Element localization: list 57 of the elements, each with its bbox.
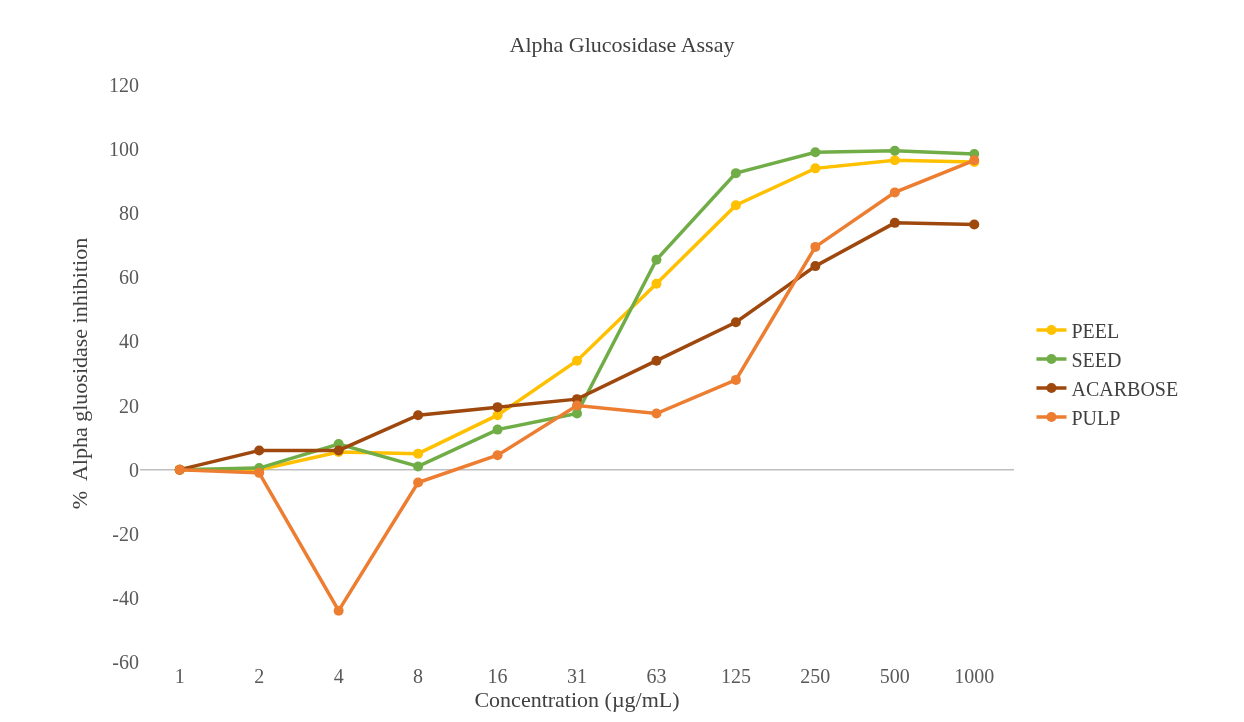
y-axis-title: % Alpha gluosidase inhibition [66, 237, 92, 510]
y-tick-label: 0 [129, 458, 139, 481]
y-tick-label: 40 [119, 330, 139, 353]
x-tick-label: 16 [487, 665, 508, 687]
point [413, 448, 424, 459]
x-tick-label: 500 [879, 665, 910, 687]
point [810, 241, 821, 252]
y-tick-label: -60 [112, 651, 139, 673]
legend-label: SEED [1071, 348, 1122, 371]
point [572, 355, 582, 366]
point [413, 461, 424, 472]
chart-title: Alpha Glucosidase Assay [509, 31, 735, 57]
x-tick-label: 8 [413, 665, 424, 687]
point [810, 163, 821, 174]
point [333, 605, 344, 616]
x-tick-label: 31 [567, 665, 587, 687]
x-tick-label: 2 [254, 665, 265, 687]
point [730, 374, 741, 385]
point [889, 145, 900, 156]
x-tick-label: 1000 [954, 665, 995, 687]
y-tick-label: -20 [112, 522, 139, 545]
point [492, 424, 503, 435]
point [651, 355, 662, 366]
x-tick-label: 1 [174, 665, 185, 687]
y-tick-label: 60 [119, 266, 139, 289]
y-tick-label: 120 [109, 74, 139, 96]
y-tick-label: 100 [109, 138, 139, 161]
point [492, 402, 503, 413]
point [254, 445, 265, 456]
x-tick-label: 250 [800, 665, 831, 687]
point [730, 200, 741, 211]
x-tick-label: 125 [720, 665, 751, 687]
legend-label: PULP [1071, 406, 1121, 429]
legend-label: PEEL [1071, 319, 1120, 342]
point [413, 410, 424, 421]
point [969, 219, 980, 230]
point [810, 261, 821, 272]
point [730, 168, 741, 179]
point [730, 317, 741, 328]
legend-label: ACARBOSE [1071, 377, 1179, 400]
x-tick-label: 4 [333, 665, 344, 687]
point [889, 155, 900, 166]
point [810, 147, 821, 158]
y-tick-label: 80 [119, 202, 139, 225]
point [651, 408, 662, 419]
point [889, 187, 900, 198]
y-tick-label: -40 [112, 586, 139, 609]
point [572, 400, 582, 411]
point [651, 254, 662, 265]
point [651, 278, 662, 289]
x-tick-label: 63 [646, 665, 667, 687]
point [413, 477, 424, 488]
point [492, 450, 503, 461]
y-tick-label: 20 [119, 394, 139, 417]
point [572, 408, 582, 419]
x-axis-title: Concentration (µg/mL) [474, 687, 680, 712]
point [889, 217, 900, 228]
